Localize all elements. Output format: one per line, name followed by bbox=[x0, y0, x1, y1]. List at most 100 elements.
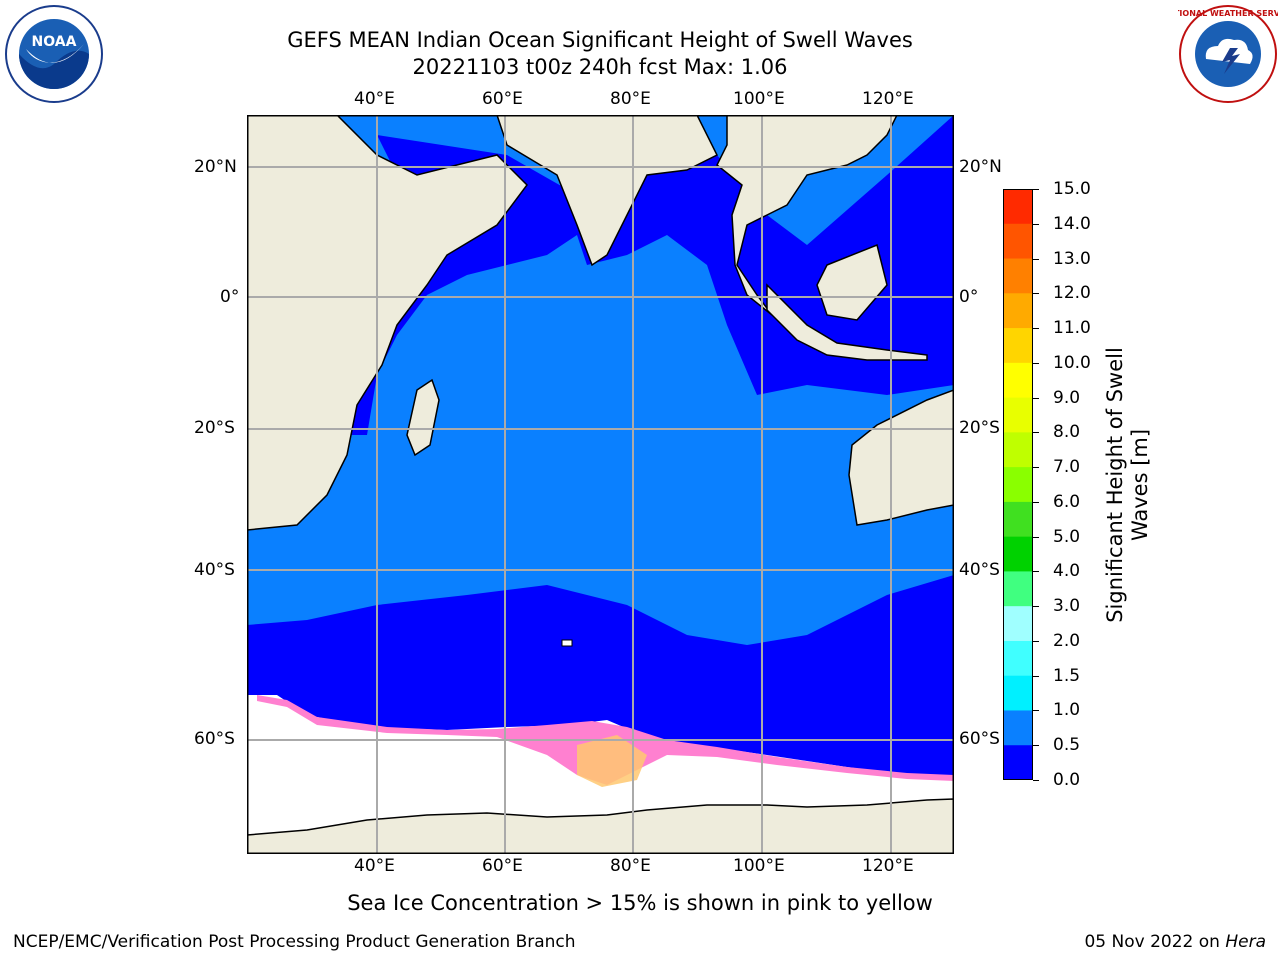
colorbar-swatch bbox=[1003, 362, 1033, 399]
map-frame bbox=[247, 115, 954, 854]
lat-tick-left-40s: 40°S bbox=[194, 560, 235, 580]
colorbar-swatch bbox=[1003, 675, 1033, 711]
colorbar-tick bbox=[1033, 710, 1039, 712]
colorbar-label: 1.0 bbox=[1053, 700, 1081, 721]
colorbar-title-line2: Waves [m] bbox=[1128, 428, 1152, 542]
lon-tick-top-100e: 100°E bbox=[733, 89, 785, 109]
nws-logo: NATIONAL WEATHER SERVICE bbox=[1178, 5, 1278, 103]
ocean-map bbox=[247, 115, 954, 854]
colorbar-title-line1: Significant Height of Swell bbox=[1103, 347, 1127, 623]
colorbar-swatch bbox=[1003, 328, 1033, 364]
colorbar-tick bbox=[1033, 362, 1039, 364]
colorbar-label: 2.0 bbox=[1053, 630, 1081, 651]
noaa-logo-text: NOAA bbox=[32, 34, 77, 50]
colorbar-swatch bbox=[1003, 640, 1033, 677]
colorbar bbox=[1003, 189, 1033, 780]
colorbar-label: 5.0 bbox=[1053, 526, 1081, 547]
colorbar-label: 10.0 bbox=[1053, 352, 1091, 373]
footer-date-text: 05 Nov 2022 on bbox=[1084, 932, 1226, 952]
colorbar-label: 8.0 bbox=[1053, 422, 1081, 443]
colorbar-swatch bbox=[1003, 432, 1033, 468]
colorbar-tick bbox=[1033, 606, 1039, 608]
lon-tick-top-60e: 60°E bbox=[482, 89, 523, 109]
land-africa bbox=[247, 115, 528, 531]
colorbar-tick bbox=[1033, 189, 1039, 190]
lat-tick-right-40s: 40°S bbox=[959, 560, 1000, 580]
sea-ice-note: Sea Ice Concentration > 15% is shown in … bbox=[347, 891, 933, 915]
land-madagascar bbox=[406, 378, 440, 457]
colorbar-swatch bbox=[1003, 258, 1033, 294]
colorbar-label: 3.0 bbox=[1053, 596, 1081, 617]
colorbar-title: Significant Height of Swell Waves [m] bbox=[1103, 347, 1153, 623]
land-borneo bbox=[816, 243, 888, 321]
colorbar-tick bbox=[1033, 536, 1039, 538]
ice-edge-yellow bbox=[577, 735, 647, 787]
colorbar-tick bbox=[1033, 745, 1039, 747]
land-australia bbox=[848, 389, 954, 526]
colorbar-tick bbox=[1033, 432, 1039, 434]
colorbar-tick bbox=[1033, 780, 1039, 781]
lat-tick-left-60s: 60°S bbox=[194, 729, 235, 749]
colorbar-tick bbox=[1033, 258, 1039, 260]
footer-date: 05 Nov 2022 on Hera bbox=[1084, 932, 1266, 952]
lon-tick-top-40e: 40°E bbox=[354, 89, 395, 109]
lon-tick-bottom-60e: 60°E bbox=[482, 856, 523, 876]
svg-text:NATIONAL WEATHER SERVICE: NATIONAL WEATHER SERVICE bbox=[1178, 9, 1278, 18]
colorbar-tick bbox=[1033, 467, 1039, 469]
land-indonesia bbox=[766, 283, 928, 361]
colorbar-swatch bbox=[1003, 501, 1033, 538]
colorbar-label: 11.0 bbox=[1053, 318, 1091, 339]
lon-tick-bottom-120e: 120°E bbox=[862, 856, 914, 876]
colorbar-tick bbox=[1033, 328, 1039, 330]
colorbar-label: 1.5 bbox=[1053, 665, 1081, 686]
noaa-logo: NOAA bbox=[5, 5, 103, 103]
colorbar-label: 0.5 bbox=[1053, 735, 1081, 756]
lat-tick-left-20n: 20°N bbox=[194, 157, 237, 177]
colorbar-tick bbox=[1033, 501, 1039, 503]
chart-title: GEFS MEAN Indian Ocean Significant Heigh… bbox=[287, 28, 913, 52]
colorbar-label: 7.0 bbox=[1053, 457, 1081, 478]
lon-tick-top-120e: 120°E bbox=[862, 89, 914, 109]
land-antarctica bbox=[247, 798, 954, 854]
lat-tick-left-0: 0° bbox=[220, 287, 240, 307]
colorbar-label: 14.0 bbox=[1053, 213, 1091, 234]
colorbar-swatch bbox=[1003, 745, 1033, 780]
lon-tick-bottom-80e: 80°E bbox=[610, 856, 651, 876]
lon-tick-bottom-100e: 100°E bbox=[733, 856, 785, 876]
lat-tick-right-60s: 60°S bbox=[959, 729, 1000, 749]
colorbar-label: 9.0 bbox=[1053, 387, 1081, 408]
chart-subtitle: 20221103 t00z 240h fcst Max: 1.06 bbox=[412, 55, 788, 79]
colorbar-swatch bbox=[1003, 571, 1033, 607]
lon-tick-bottom-40e: 40°E bbox=[354, 856, 395, 876]
colorbar-label: 4.0 bbox=[1053, 561, 1081, 582]
island-kerguelen bbox=[561, 639, 573, 647]
colorbar-swatch bbox=[1003, 293, 1033, 329]
colorbar-swatch bbox=[1003, 223, 1033, 260]
colorbar-label: 13.0 bbox=[1053, 248, 1091, 269]
colorbar-tick bbox=[1033, 397, 1039, 399]
lat-tick-right-20s: 20°S bbox=[959, 418, 1000, 438]
colorbar-swatch bbox=[1003, 606, 1033, 642]
colorbar-tick bbox=[1033, 293, 1039, 295]
colorbar-tick bbox=[1033, 640, 1039, 642]
map-gridlines bbox=[247, 115, 954, 854]
colorbar-swatch bbox=[1003, 467, 1033, 503]
colorbar-frame bbox=[1003, 189, 1033, 780]
footer-machine: Hera bbox=[1225, 932, 1266, 952]
colorbar-tick bbox=[1033, 223, 1039, 225]
lat-tick-left-20s: 20°S bbox=[194, 418, 235, 438]
colorbar-label: 6.0 bbox=[1053, 491, 1081, 512]
colorbar-label: 0.0 bbox=[1053, 770, 1081, 790]
colorbar-swatch bbox=[1003, 536, 1033, 572]
footer-branch: NCEP/EMC/Verification Post Processing Pr… bbox=[13, 932, 576, 952]
colorbar-label: 15.0 bbox=[1053, 179, 1091, 199]
lat-tick-right-20n: 20°N bbox=[959, 157, 1002, 177]
colorbar-label: 12.0 bbox=[1053, 283, 1091, 304]
colorbar-tick bbox=[1033, 675, 1039, 677]
lon-tick-top-80e: 80°E bbox=[610, 89, 651, 109]
colorbar-swatch bbox=[1003, 397, 1033, 433]
colorbar-swatch bbox=[1003, 710, 1033, 746]
lat-tick-right-0: 0° bbox=[959, 287, 979, 307]
colorbar-tick bbox=[1033, 571, 1039, 573]
land-india bbox=[496, 115, 719, 267]
